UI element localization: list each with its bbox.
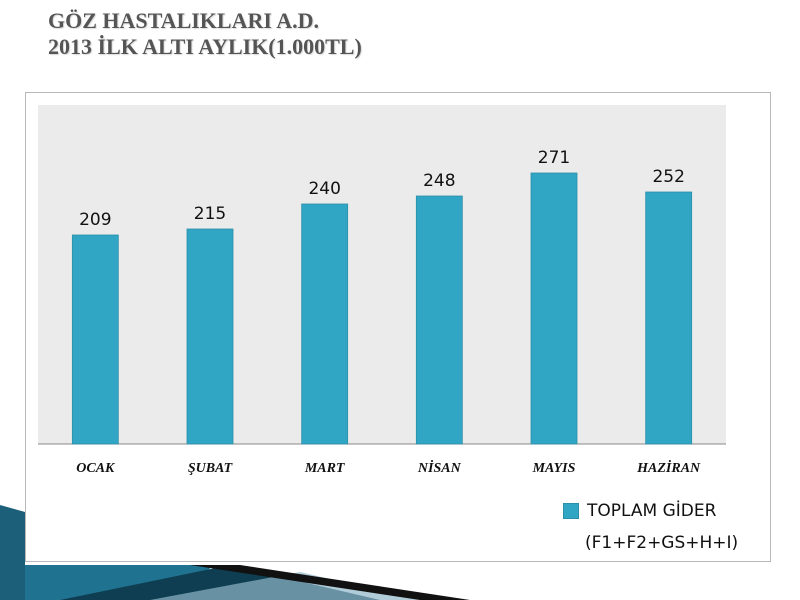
slide-title: GÖZ HASTALIKLARI A.D. 2013 İLK ALTI AYLI…: [48, 8, 362, 60]
bar-mayis: [530, 172, 578, 445]
bar-ocak: [71, 234, 119, 445]
legend-swatch: [563, 503, 579, 519]
x-tick-label: MART: [304, 461, 346, 476]
x-tick-label: ŞUBAT: [188, 461, 234, 476]
data-label: 209: [79, 210, 111, 230]
x-tick-label: NİSAN: [417, 459, 462, 476]
legend-sublabel: (F1+F2+GS+H+I): [585, 533, 739, 553]
plot-area: [38, 105, 726, 444]
data-label: 248: [423, 171, 455, 191]
x-tick-label: HAZİRAN: [636, 459, 701, 476]
data-label: 215: [194, 204, 226, 224]
legend: TOPLAM GİDER (F1+F2+GS+H+I): [563, 498, 738, 556]
bar-şubat: [186, 228, 234, 445]
data-label: 252: [652, 167, 684, 187]
bar-ni̇san: [415, 195, 463, 445]
bar-hazi̇ran: [645, 191, 693, 445]
bar-mart: [301, 203, 349, 445]
title-line-2: 2013 İLK ALTI AYLIK(1.000TL): [48, 34, 362, 59]
x-tick-label: OCAK: [76, 461, 116, 476]
legend-entry: TOPLAM GİDER: [563, 498, 738, 524]
x-tick-label: MAYIS: [532, 461, 576, 476]
data-label: 271: [538, 148, 570, 168]
legend-label: TOPLAM GİDER: [587, 501, 717, 521]
title-line-1: GÖZ HASTALIKLARI A.D.: [48, 8, 319, 33]
data-label: 240: [308, 179, 340, 199]
